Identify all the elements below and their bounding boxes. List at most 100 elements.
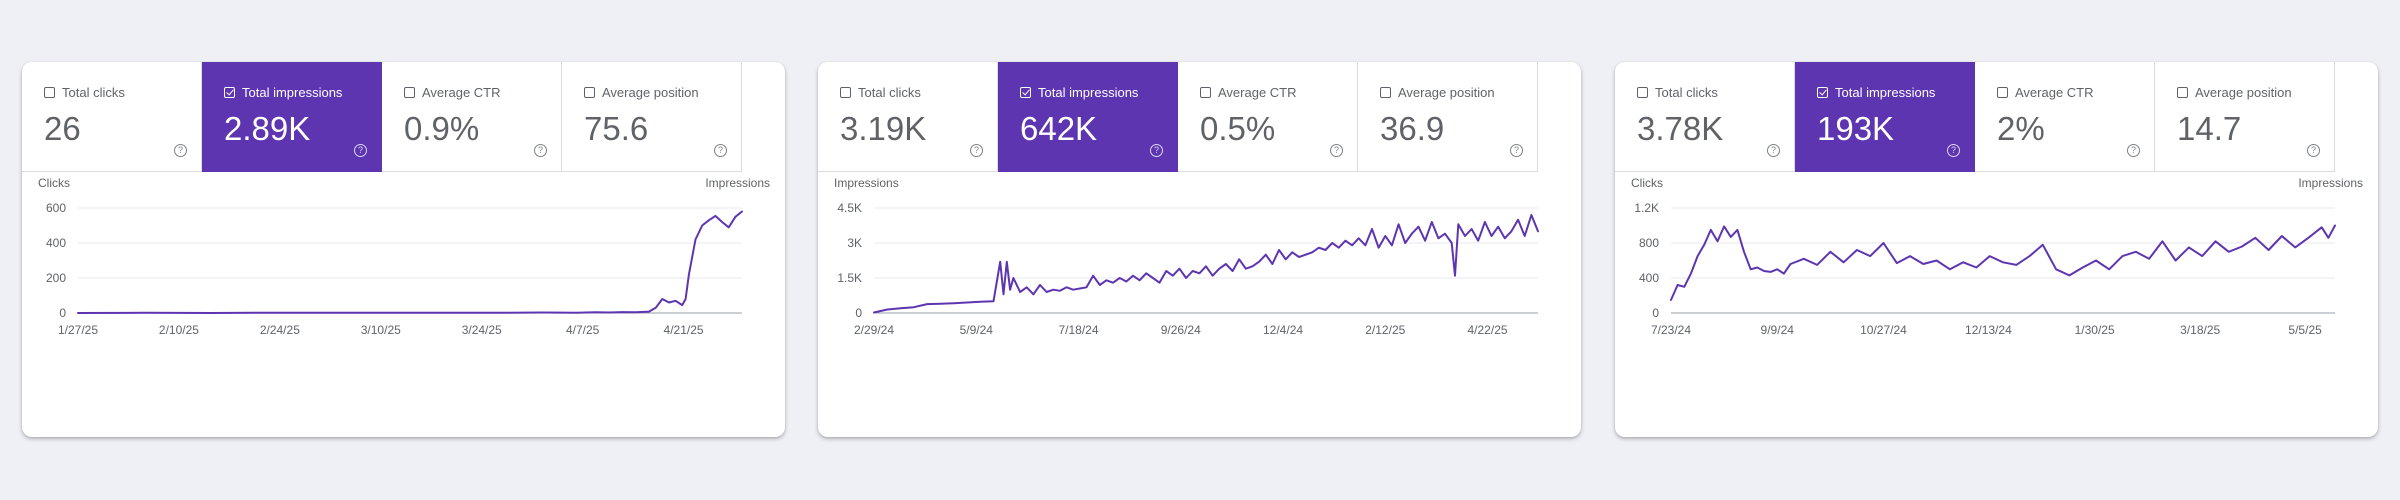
metric-label: Total clicks [62,85,125,100]
checkbox-icon[interactable] [1997,87,2008,98]
y-tick-label: 0 [1652,306,1659,320]
metric-label: Total impressions [1835,85,1936,100]
metric-label: Average CTR [1218,85,1297,100]
metric-value: 26 [44,110,81,147]
checkbox-icon[interactable] [840,87,851,98]
metric-card-average-position[interactable]: Average position 75.6 ? [562,62,742,172]
metric-label: Average CTR [2015,85,2094,100]
metric-value: 36.9 [1380,110,1445,147]
metric-card-average-position[interactable]: Average position 14.7 ? [2155,62,2335,172]
performance-chart: Clicks Impressions 0 400 800 1.2K 7/23/24 9/9/2… [1631,176,2363,337]
metric-card-average-ctr[interactable]: Average CTR 0.5% ? [1178,62,1358,172]
performance-chart: Impressions 0 1.5K 3K 4.5K 2/29/24 5/9/24 7/18/… [834,176,1539,337]
x-tick-label: 12/4/24 [1263,323,1303,337]
checkbox-icon[interactable] [224,87,235,98]
metric-cards: Total clicks 3.19K ? Total impressions 6… [818,62,1538,172]
y-tick-label: 4.5K [837,201,862,215]
checkbox-icon[interactable] [1380,87,1391,98]
help-icon[interactable]: ? [1510,144,1523,157]
metric-value: 3.78K [1637,110,1724,147]
metric-card-total-impressions[interactable]: Total impressions 642K ? [998,62,1178,172]
metric-card-total-clicks[interactable]: Total clicks 3.78K ? [1615,62,1795,172]
checkbox-icon[interactable] [1200,87,1211,98]
help-icon[interactable]: ? [714,144,727,157]
help-icon[interactable]: ? [1947,144,1960,157]
performance-panel-1: Total clicks 26 ? Total impressions 2.89… [22,62,785,437]
metric-label: Average CTR [422,85,501,100]
metric-label: Total clicks [858,85,921,100]
checkbox-icon[interactable] [2177,87,2188,98]
x-tick-label: 2/10/25 [159,323,199,337]
metric-card-average-ctr[interactable]: Average CTR 0.9% ? [382,62,562,172]
help-icon[interactable]: ? [1330,144,1343,157]
help-icon[interactable]: ? [1150,144,1163,157]
help-icon[interactable]: ? [1767,144,1780,157]
metric-label: Average position [602,85,699,100]
x-tick-label: 2/12/25 [1365,323,1405,337]
performance-chart: Clicks Impressions 0 200 400 600 1/27/25 2/10/2… [38,176,770,337]
metric-card-total-clicks[interactable]: Total clicks 26 ? [22,62,202,172]
help-icon[interactable]: ? [354,144,367,157]
x-tick-label: 2/29/24 [854,323,894,337]
y-tick-label: 400 [1639,271,1659,285]
help-icon[interactable]: ? [2307,144,2320,157]
help-icon[interactable]: ? [174,144,187,157]
y-axis-title-right: Impressions [705,176,770,190]
metric-value: 2% [1997,110,2045,147]
x-tick-label: 12/13/24 [1965,323,2012,337]
metric-card-average-ctr[interactable]: Average CTR 2% ? [1975,62,2155,172]
x-tick-label: 2/24/25 [260,323,300,337]
x-tick-label: 9/9/24 [1761,323,1795,337]
x-tick-label: 5/9/24 [960,323,994,337]
metric-label: Average position [2195,85,2292,100]
x-tick-label: 1/27/25 [58,323,98,337]
x-tick-label: 9/26/24 [1161,323,1201,337]
x-tick-label: 7/18/24 [1058,323,1098,337]
metric-value: 0.5% [1200,110,1276,147]
x-tick-label: 7/23/24 [1651,323,1691,337]
y-tick-label: 0 [855,306,862,320]
x-tick-label: 4/22/25 [1468,323,1508,337]
series-line [77,210,743,314]
checkbox-icon[interactable] [404,87,415,98]
y-tick-label: 600 [46,201,66,215]
y-tick-label: 3K [847,236,862,250]
x-tick-label: 3/18/25 [2180,323,2220,337]
metric-value: 14.7 [2177,110,2242,147]
checkbox-icon[interactable] [1817,87,1828,98]
performance-panel-3: Total clicks 3.78K ? Total impressions 1… [1615,62,2378,437]
y-axis-title: Impressions [834,176,899,190]
metric-value: 3.19K [840,110,927,147]
metric-value: 642K [1020,110,1098,147]
x-tick-label: 3/24/25 [462,323,502,337]
metric-card-total-clicks[interactable]: Total clicks 3.19K ? [818,62,998,172]
checkbox-icon[interactable] [1020,87,1031,98]
y-axis-title: Clicks [1631,176,1663,190]
metric-card-average-position[interactable]: Average position 36.9 ? [1358,62,1538,172]
metric-label: Total impressions [242,85,343,100]
metric-card-total-impressions[interactable]: Total impressions 193K ? [1795,62,1975,172]
checkbox-icon[interactable] [44,87,55,98]
metric-card-total-impressions[interactable]: Total impressions 2.89K ? [202,62,382,172]
x-tick-label: 5/5/25 [2288,323,2322,337]
help-icon[interactable]: ? [2127,144,2140,157]
metric-cards: Total clicks 26 ? Total impressions 2.89… [22,62,742,172]
checkbox-icon[interactable] [584,87,595,98]
metric-value: 0.9% [404,110,480,147]
checkbox-icon[interactable] [1637,87,1648,98]
y-tick-label: 200 [46,271,66,285]
performance-panel-2: Total clicks 3.19K ? Total impressions 6… [818,62,1581,437]
help-icon[interactable]: ? [970,144,983,157]
metric-label: Total impressions [1038,85,1139,100]
x-tick-label: 1/30/25 [2075,323,2115,337]
y-tick-label: 800 [1639,236,1659,250]
x-tick-label: 10/27/24 [1860,323,1907,337]
series-line [873,214,1539,314]
x-tick-label: 3/10/25 [361,323,401,337]
y-axis-title-right: Impressions [2298,176,2363,190]
metric-label: Total clicks [1655,85,1718,100]
y-tick-label: 400 [46,236,66,250]
metric-value: 2.89K [224,110,311,147]
help-icon[interactable]: ? [534,144,547,157]
series-line [1670,224,2336,301]
